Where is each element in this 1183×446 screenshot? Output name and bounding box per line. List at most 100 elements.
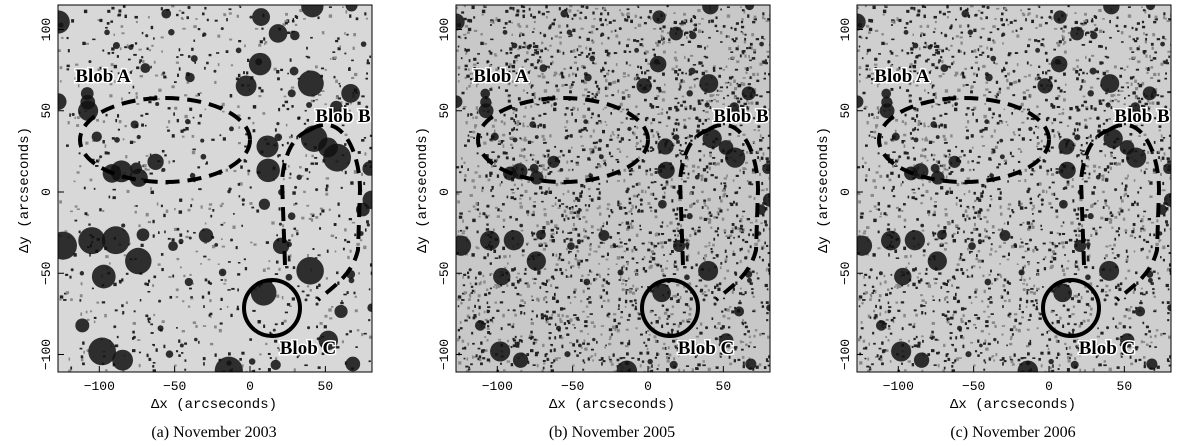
noise [914,118,917,123]
noise [569,85,573,89]
noise [638,156,640,159]
noise [634,77,636,81]
noise [1127,14,1132,18]
noise [1168,134,1171,137]
noise [550,104,553,108]
x-tick-label: 0 [246,379,254,394]
noise [1091,191,1095,195]
noise [742,210,746,213]
noise [625,108,629,111]
noise [694,23,698,27]
noise [690,54,694,57]
noise [504,266,507,270]
noise [226,18,228,22]
noise [702,142,705,146]
noise [357,151,361,154]
noise [1087,176,1091,180]
noise [766,319,769,322]
noise [939,164,942,167]
noise [577,198,581,202]
noise [554,323,557,327]
noise [583,126,587,131]
noise [1149,55,1152,59]
noise [617,173,622,176]
noise [1140,169,1143,172]
noise [515,72,518,75]
star [168,29,175,36]
noise [678,368,681,372]
noise [281,295,284,300]
noise [881,362,884,366]
noise [637,6,640,9]
noise [1147,106,1151,110]
noise [709,213,713,217]
noise [938,75,943,78]
noise [672,208,675,212]
star [511,42,518,49]
noise [967,160,970,164]
noise [59,295,64,299]
noise [1143,238,1146,242]
noise [519,161,522,165]
noise [528,81,531,85]
noise [512,7,515,11]
noise [573,314,577,317]
noise [612,80,615,84]
noise [488,74,492,76]
noise [589,134,593,138]
noise [623,168,627,172]
noise [526,210,530,214]
noise [284,311,288,314]
noise [1003,222,1006,225]
noise [102,49,105,52]
noise [762,12,765,16]
noise [461,11,465,14]
noise [977,339,980,343]
star [307,326,311,330]
noise [675,65,678,69]
noise [124,124,127,128]
noise [514,335,517,339]
noise [588,204,591,208]
noise [733,96,737,99]
noise [603,7,606,11]
noise [762,121,765,124]
noise [74,219,78,222]
noise [682,80,685,83]
noise [191,134,195,138]
noise [966,327,970,330]
noise [594,80,598,84]
noise [734,346,738,349]
noise [145,212,149,217]
noise [471,179,475,183]
noise [945,282,948,287]
noise [344,52,347,55]
noise [1084,266,1088,269]
noise [550,362,554,364]
noise [951,219,954,224]
noise [1022,108,1026,111]
noise [641,71,643,75]
noise [597,147,602,151]
noise [1014,52,1018,55]
noise [921,311,924,315]
noise [667,331,670,334]
noise [192,282,194,285]
noise [258,43,262,47]
noise [885,349,889,352]
noise [736,262,739,265]
noise [488,67,491,71]
noise [737,45,740,48]
noise [537,272,541,275]
noise [631,249,634,253]
noise [206,18,209,22]
noise [677,353,681,357]
noise [261,27,264,30]
noise [742,105,745,109]
noise [683,180,687,183]
x-axis-label: Δx (arcseconds) [549,397,675,413]
noise [342,6,344,8]
star [315,302,319,306]
star [628,238,632,242]
noise [753,51,757,54]
